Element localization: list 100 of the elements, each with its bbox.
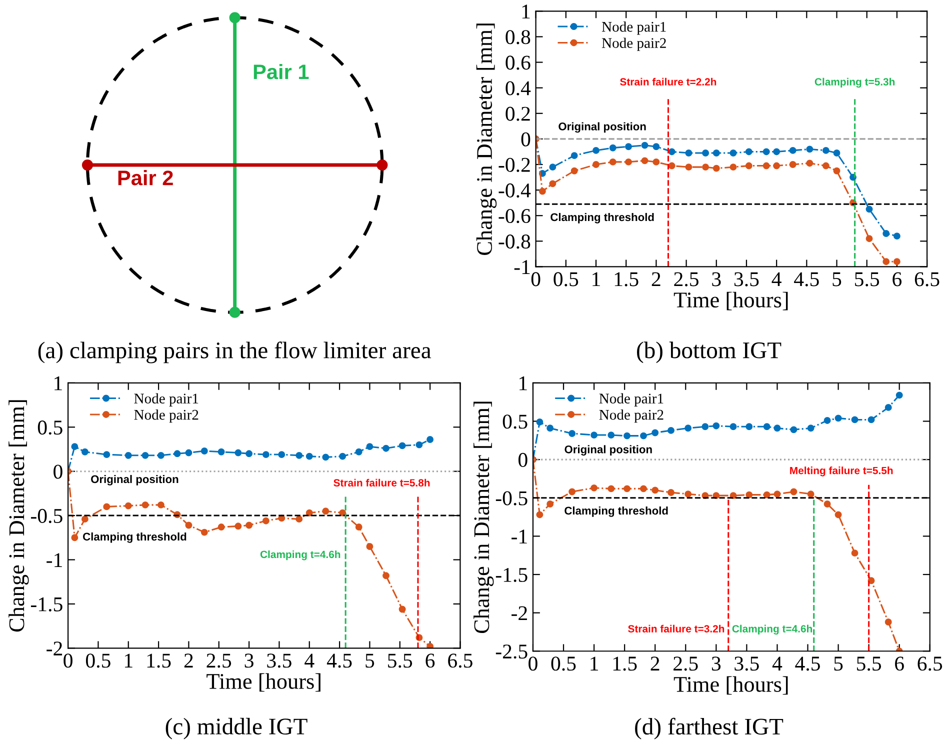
y-tick-label: 0.5 — [38, 420, 62, 435]
y-tick-label: -0.2 — [498, 158, 530, 172]
point — [774, 490, 781, 498]
point — [822, 162, 830, 170]
point — [416, 441, 423, 448]
point — [774, 424, 781, 432]
x-tick-label: 4.5 — [326, 654, 352, 668]
point — [866, 235, 873, 242]
point — [322, 508, 330, 515]
x-tick-label: 5.5 — [388, 654, 412, 668]
point — [426, 642, 434, 648]
point — [157, 452, 164, 459]
point — [609, 144, 616, 152]
point — [789, 146, 796, 154]
x-tick-label: 4.5 — [795, 656, 820, 671]
point — [306, 452, 313, 460]
point — [625, 143, 632, 150]
text: Pair 1 — [254, 64, 309, 80]
point — [549, 180, 556, 188]
point — [806, 160, 814, 167]
point — [806, 146, 814, 153]
x-tick-label: 3 — [712, 272, 721, 286]
point — [868, 577, 875, 584]
point — [398, 442, 406, 450]
point — [746, 423, 753, 430]
point — [124, 502, 132, 510]
x-axis-title: Time [hours] — [674, 292, 788, 310]
x-tick-label: 2.5 — [206, 654, 232, 668]
ref-line-label: Strain failure t=3.2h — [628, 624, 724, 632]
y-axis-title: Change in Diameter [mm] — [8, 400, 29, 632]
x-tick-label: 1.5 — [613, 656, 637, 671]
y-tick-label: -2.5 — [496, 644, 528, 659]
point — [538, 188, 546, 195]
x-tick-label: 0 — [64, 654, 72, 668]
point — [882, 258, 890, 266]
point — [322, 454, 330, 461]
point — [773, 148, 780, 156]
x-axis-title: Time [hours] — [206, 673, 320, 692]
y-tick-label: 1 — [54, 376, 62, 390]
y-tick-label: 0.5 — [502, 414, 528, 429]
ref-line-label: Original position — [91, 474, 178, 486]
legend-label: Node pair2 — [602, 38, 666, 51]
point — [712, 164, 720, 172]
point — [893, 232, 900, 240]
y-tick-label: -0.5 — [496, 491, 528, 506]
x-tick-label: 5.5 — [857, 656, 882, 671]
x-tick-label: 4 — [772, 656, 782, 670]
text: (a) clamping pairs in the flow limiter area — [38, 342, 432, 364]
point — [200, 528, 208, 536]
point — [536, 511, 544, 518]
point — [746, 491, 753, 498]
text: (b) bottom IGT — [637, 342, 782, 364]
x-tick-label: 4 — [772, 272, 782, 286]
y-tick-label: 0.2 — [506, 106, 530, 121]
point — [398, 606, 406, 613]
point — [234, 449, 242, 456]
point — [834, 511, 842, 518]
x-tick-label: 6 — [892, 272, 902, 286]
y-tick-label: 0.4 — [506, 81, 531, 96]
point — [246, 450, 253, 458]
point — [640, 485, 647, 492]
point — [185, 522, 192, 529]
point — [366, 443, 374, 450]
point — [884, 404, 892, 411]
x-tick-label: 4 — [304, 654, 314, 668]
text: Pair 2 — [118, 170, 173, 186]
point — [745, 148, 752, 156]
point — [262, 517, 270, 524]
point — [833, 167, 840, 174]
point — [652, 429, 659, 436]
point — [546, 424, 554, 432]
legend-label: Node pair2 — [134, 409, 198, 423]
point — [762, 162, 770, 170]
point — [234, 522, 242, 530]
y-tick-label: 1 — [520, 376, 527, 390]
x-tick-label: 6.5 — [914, 272, 940, 286]
point — [685, 150, 692, 156]
y-tick-label: -0.4 — [498, 183, 531, 198]
y-tick-label: 0.8 — [506, 30, 530, 44]
point — [882, 230, 890, 237]
point — [745, 162, 752, 170]
x-tick-label: 5 — [834, 656, 843, 671]
x-tick-label: 5.5 — [855, 272, 880, 286]
point — [366, 543, 374, 550]
point — [685, 164, 692, 171]
point — [71, 443, 78, 450]
y-axis-title: Change in Diameter [mm] — [474, 402, 494, 634]
point — [570, 152, 578, 160]
ref-line-label: Clamping t=4.6h — [260, 550, 340, 560]
x-tick-label: 1 — [592, 272, 600, 286]
point — [712, 422, 720, 430]
point — [174, 450, 181, 458]
x-tick-label: 6 — [426, 654, 435, 668]
point — [157, 501, 164, 508]
point — [807, 424, 814, 432]
point — [762, 148, 770, 156]
x-tick-label: 0.5 — [86, 654, 110, 668]
point — [262, 451, 270, 458]
point — [568, 488, 576, 496]
x-tick-label: 2 — [184, 654, 193, 668]
